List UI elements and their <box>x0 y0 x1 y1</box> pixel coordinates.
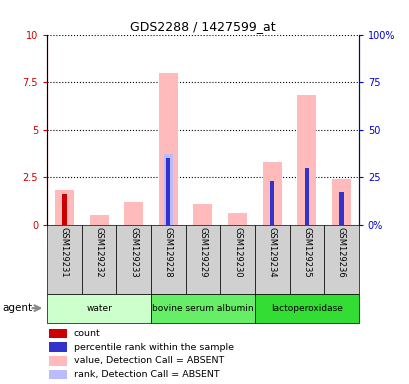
Bar <box>62 196 66 225</box>
Bar <box>304 168 308 225</box>
Bar <box>49 356 67 366</box>
Bar <box>331 179 350 225</box>
Text: GSM129231: GSM129231 <box>60 227 69 277</box>
Bar <box>49 329 67 338</box>
Bar <box>49 343 67 352</box>
Bar <box>47 294 151 323</box>
Text: GSM129236: GSM129236 <box>336 227 345 278</box>
Bar <box>151 294 254 323</box>
Text: lactoperoxidase: lactoperoxidase <box>270 304 342 313</box>
Text: bovine serum albumin: bovine serum albumin <box>152 304 253 313</box>
Bar <box>151 225 185 294</box>
Bar <box>193 204 212 225</box>
Bar <box>270 181 274 225</box>
Text: GSM129235: GSM129235 <box>301 227 310 277</box>
Text: value, Detection Call = ABSENT: value, Detection Call = ABSENT <box>74 356 224 365</box>
Bar <box>339 192 343 225</box>
Bar <box>254 294 358 323</box>
Bar <box>324 225 358 294</box>
Bar <box>297 95 316 225</box>
Title: GDS2288 / 1427599_at: GDS2288 / 1427599_at <box>130 20 275 33</box>
Bar <box>49 370 67 379</box>
Bar <box>254 225 289 294</box>
Bar <box>164 154 172 225</box>
Bar <box>62 194 66 225</box>
Bar <box>166 158 170 225</box>
Text: GSM129230: GSM129230 <box>232 227 241 277</box>
Bar <box>289 225 324 294</box>
Bar <box>220 225 254 294</box>
Bar <box>81 225 116 294</box>
Text: GSM129232: GSM129232 <box>94 227 103 277</box>
Text: percentile rank within the sample: percentile rank within the sample <box>74 343 234 352</box>
Text: GSM129228: GSM129228 <box>164 227 173 277</box>
Bar <box>55 190 74 225</box>
Bar <box>89 215 108 225</box>
Text: water: water <box>86 304 112 313</box>
Bar <box>116 225 151 294</box>
Text: GSM129233: GSM129233 <box>129 227 138 278</box>
Text: GSM129229: GSM129229 <box>198 227 207 277</box>
Text: agent: agent <box>2 303 32 313</box>
Bar <box>47 225 81 294</box>
Text: GSM129234: GSM129234 <box>267 227 276 277</box>
Bar <box>262 162 281 225</box>
Bar <box>185 225 220 294</box>
Bar <box>124 202 143 225</box>
Text: count: count <box>74 329 101 338</box>
Bar <box>158 73 178 225</box>
Bar <box>227 213 247 225</box>
Text: rank, Detection Call = ABSENT: rank, Detection Call = ABSENT <box>74 370 219 379</box>
